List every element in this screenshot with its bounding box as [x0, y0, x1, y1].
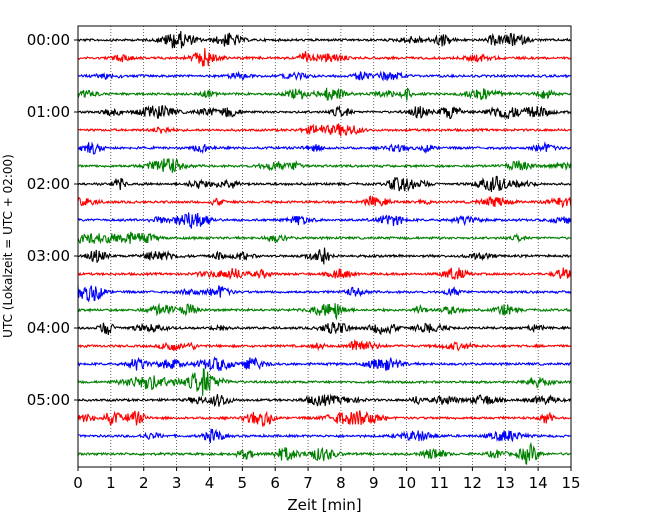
trace-line — [77, 30, 572, 49]
x-tick-label: 5 — [238, 474, 248, 492]
trace-line — [77, 195, 572, 209]
y-tick-label: 02:00 — [27, 175, 70, 193]
y-axis: 00:00 01:00 02:00 03:00 04:00 05:00 — [27, 31, 78, 409]
x-tick-label: 12 — [463, 474, 482, 492]
y-tick-label: 05:00 — [27, 391, 70, 409]
trace-line — [77, 285, 572, 303]
trace-line — [77, 175, 572, 193]
x-axis: 0 1 2 3 4 5 6 7 8 9 10 11 12 13 14 15 — [73, 467, 581, 492]
y-tick-label: 03:00 — [27, 247, 70, 265]
trace-line — [77, 158, 572, 173]
trace-line — [77, 48, 572, 67]
trace-line — [77, 338, 572, 352]
plot-area-background — [78, 26, 571, 467]
x-tick-label: 2 — [139, 474, 149, 492]
x-tick-label: 6 — [270, 474, 280, 492]
y-tick-label: 00:00 — [27, 31, 70, 49]
x-tick-label: 9 — [369, 474, 379, 492]
x-tick-label: 7 — [303, 474, 313, 492]
trace-line — [77, 70, 572, 82]
trace-line — [77, 428, 572, 443]
x-tick-label: 1 — [106, 474, 116, 492]
y-tick-label: 01:00 — [27, 103, 70, 121]
trace-line — [78, 356, 572, 372]
trace-line — [77, 87, 572, 101]
trace-line — [77, 231, 572, 245]
plot-frame — [77, 25, 572, 468]
trace-line — [77, 410, 572, 428]
x-tick-label: 10 — [397, 474, 416, 492]
trace-line — [77, 247, 572, 265]
trace-line — [77, 104, 572, 120]
x-tick-label: 3 — [172, 474, 182, 492]
y-tick-label: 04:00 — [27, 319, 70, 337]
trace-line — [77, 141, 572, 155]
trace-line — [77, 321, 571, 336]
x-tick-label: 11 — [430, 474, 449, 492]
x-tick-label: 14 — [529, 474, 548, 492]
trace-line — [77, 441, 572, 466]
x-tick-label: 4 — [205, 474, 215, 492]
x-tick-label: 0 — [73, 474, 83, 492]
trace-line — [77, 212, 572, 229]
x-tick-label: 13 — [496, 474, 515, 492]
trace-line — [78, 267, 572, 281]
y-axis-label: UTC (Lokalzeit = UTC + 02:00) — [1, 154, 15, 338]
x-tick-label: 8 — [336, 474, 346, 492]
trace-line — [77, 302, 572, 321]
trace-line — [77, 393, 572, 407]
x-axis-label: Zeit [min] — [287, 496, 361, 514]
traces — [77, 30, 572, 466]
x-tick-label: 15 — [561, 474, 580, 492]
trace-line — [77, 368, 572, 396]
trace-line — [77, 123, 572, 137]
